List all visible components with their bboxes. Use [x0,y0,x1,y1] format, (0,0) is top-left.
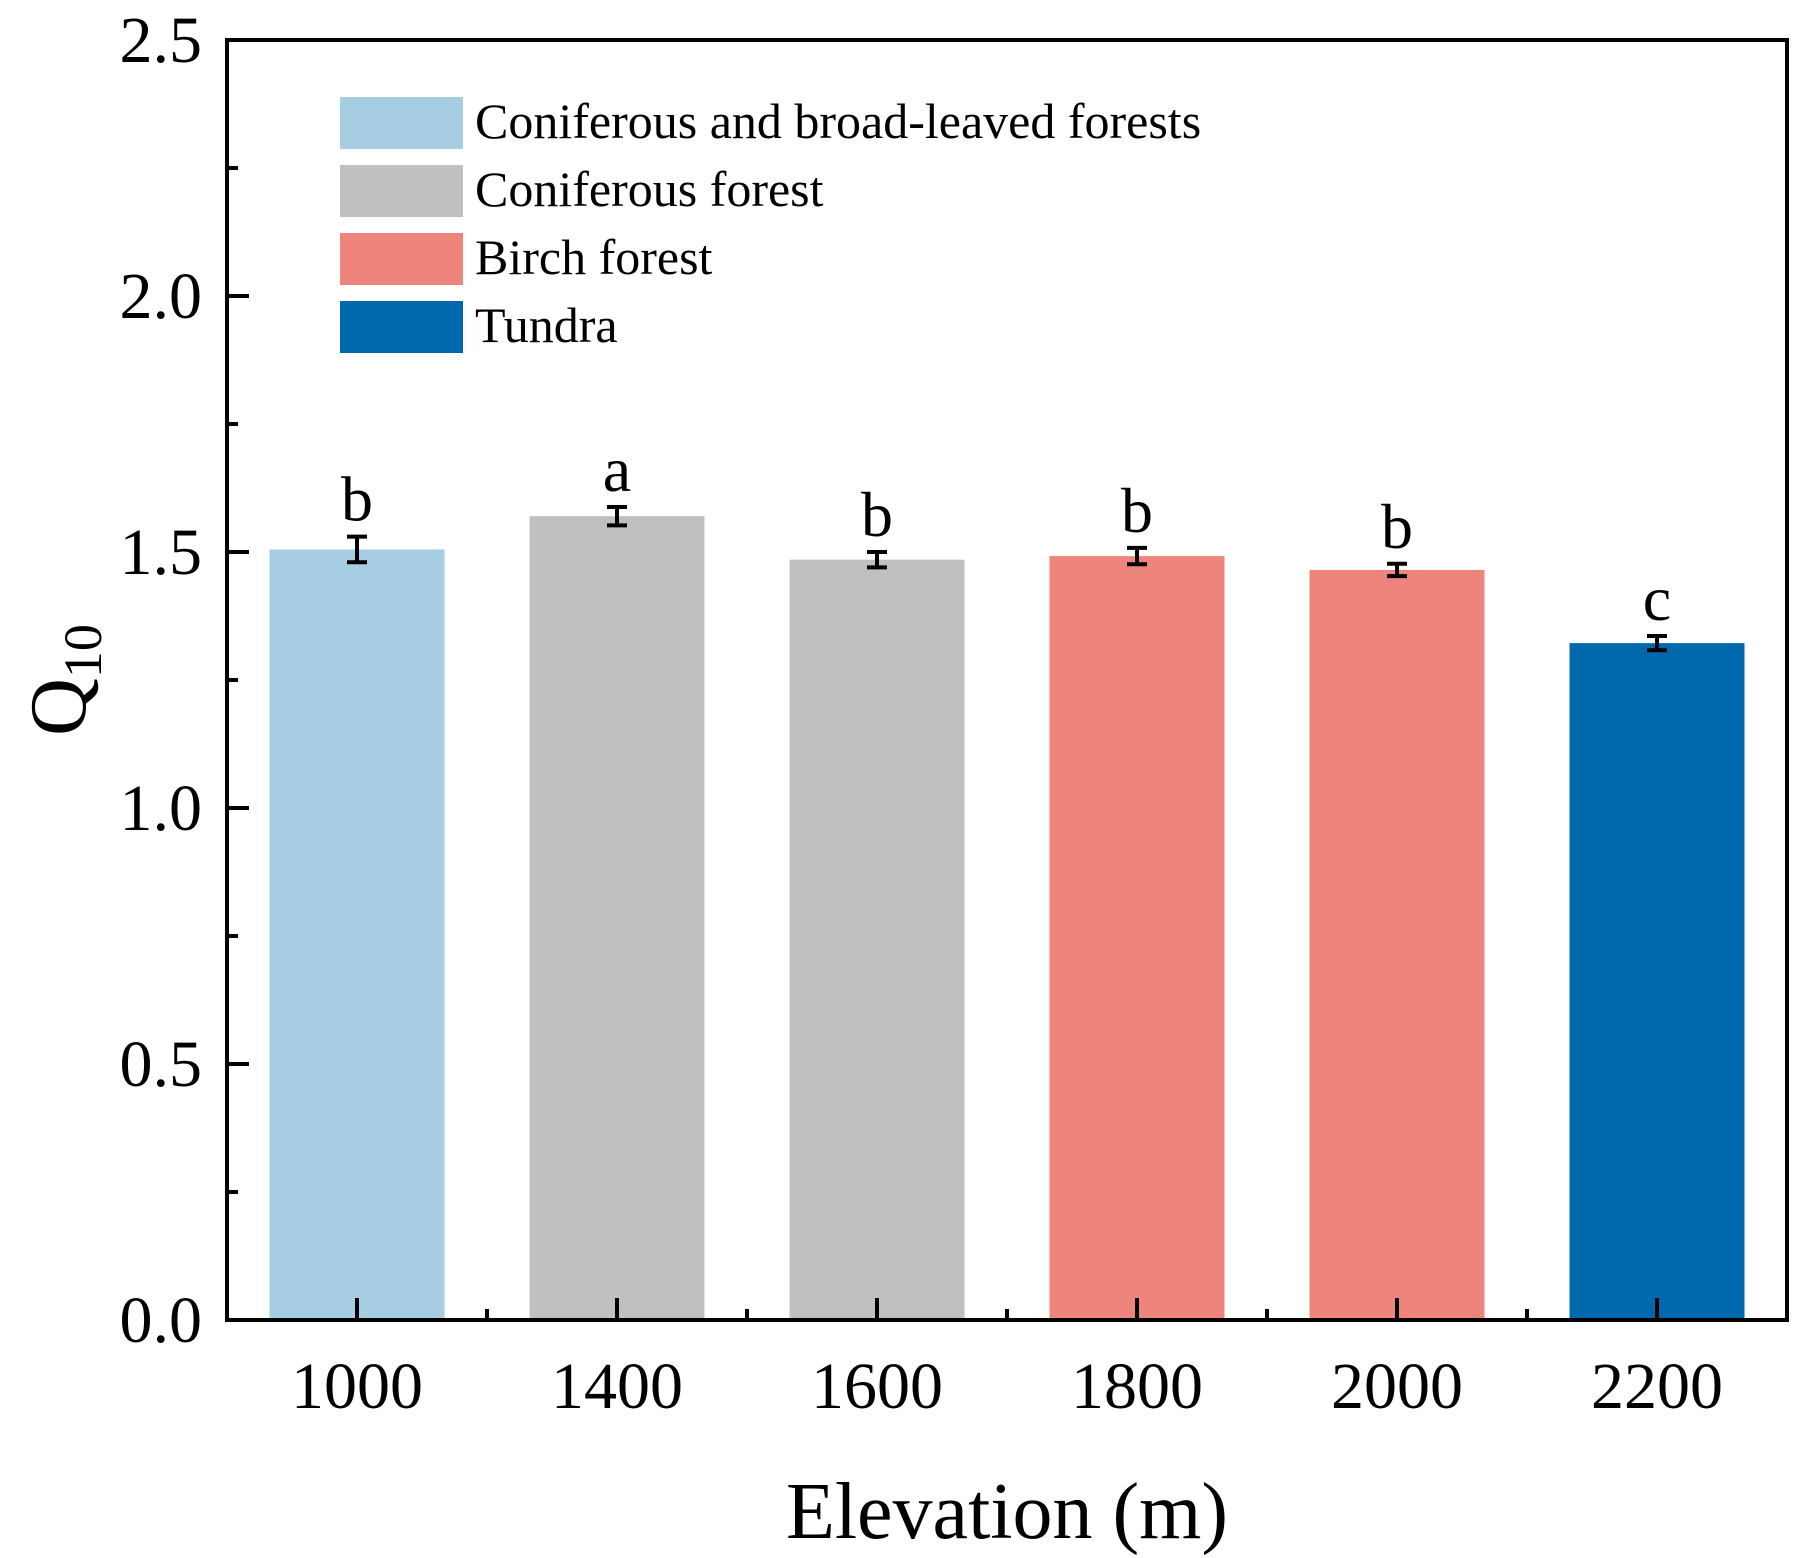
x-tick-label-1400: 1400 [551,1350,683,1423]
x-axis-ticks: 1000 1400 1600 1800 2000 2200 [291,1298,1723,1423]
plot-frame [225,38,1789,1322]
legend-item-1: Coniferous forest [340,161,824,217]
significance-letter-1800: b [1121,475,1153,546]
x-tick-label-1600: 1600 [811,1350,943,1423]
error-bar-1800 [1127,545,1147,567]
error-bar-1600 [867,550,887,570]
y-tick-label-2.5: 2.5 [120,4,203,77]
legend-item-0: Coniferous and broad-leaved forests [340,93,1201,149]
error-bar-2200 [1647,633,1667,653]
y-axis-ticks: 0.0 0.5 1.0 1.5 2.0 2.5 [120,4,249,1357]
x-tick-label-1800: 1800 [1071,1350,1203,1423]
x-axis-title: Elevation (m) [786,1468,1228,1556]
error-bars-layer [347,504,1667,653]
legend-swatch [340,233,463,285]
error-bar-1000 [347,534,367,565]
bar-1400 [529,516,705,1320]
bar-1000 [269,549,445,1320]
y-tick-label-0.5: 0.5 [120,1028,203,1101]
legend-item-3: Tundra [340,297,618,353]
y-axis-title: Q10 [15,624,113,736]
bar-2000 [1309,569,1485,1320]
significance-letters-layer: b a b b b c [341,434,1671,634]
y-tick-label-2.0: 2.0 [120,260,203,333]
significance-letter-2200: c [1643,563,1671,634]
y-tick-label-0.0: 0.0 [120,1284,203,1357]
legend-item-2: Birch forest [340,229,713,285]
significance-letter-1400: a [603,434,631,505]
y-axis-title-subscript: 10 [53,624,113,678]
legend-label: Birch forest [475,229,713,285]
legend-label: Coniferous and broad-leaved forests [475,93,1201,149]
axes [225,38,1789,1322]
x-tick-label-2200: 2200 [1591,1350,1723,1423]
significance-letter-1600: b [861,479,893,550]
x-tick-label-1000: 1000 [291,1350,423,1423]
significance-letter-1000: b [341,464,373,535]
error-bar-1400 [607,504,627,528]
y-tick-label-1.0: 1.0 [120,772,203,845]
legend-label: Tundra [475,297,618,353]
y-tick-label-1.5: 1.5 [120,516,203,589]
legend-swatch [340,301,463,353]
legend: Coniferous and broad-leaved forests Conif… [340,93,1201,353]
legend-label: Coniferous forest [475,161,824,217]
bar-2200 [1569,643,1745,1320]
bars-layer [269,516,1745,1320]
legend-swatch [340,97,463,149]
legend-swatch [340,165,463,217]
bar-1800 [1049,556,1225,1320]
significance-letter-2000: b [1381,491,1413,562]
y-axis-title-main: Q [15,678,103,736]
bar-1600 [789,559,965,1320]
error-bar-2000 [1387,561,1407,579]
x-tick-label-2000: 2000 [1331,1350,1463,1423]
